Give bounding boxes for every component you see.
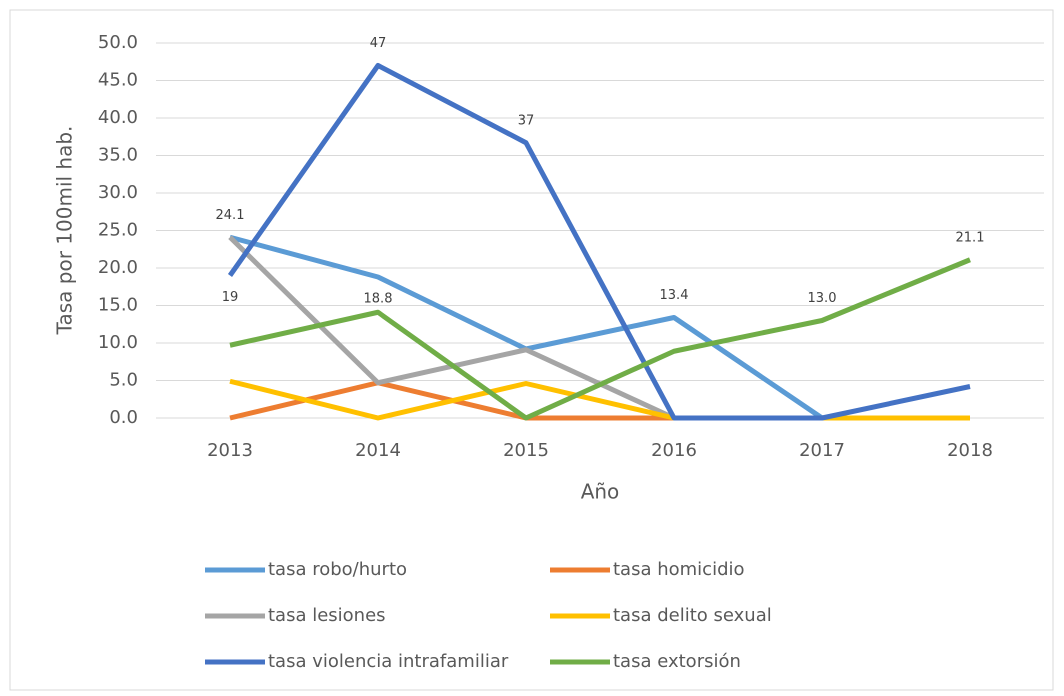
y-tick-label: 45.0 <box>98 70 138 91</box>
y-tick-label: 25.0 <box>98 220 138 241</box>
line-series <box>229 378 970 421</box>
data-label: 21.1 <box>956 230 985 245</box>
legend-label: tasa delito sexual <box>613 605 772 626</box>
x-axis-title: Año <box>581 480 620 504</box>
legend-label: tasa homicidio <box>613 559 745 580</box>
x-tick-label: 2014 <box>355 440 401 461</box>
y-tick-label: 5.0 <box>109 370 138 391</box>
data-label: 13.0 <box>808 291 837 306</box>
y-tick-label: 35.0 <box>98 145 138 166</box>
data-label: 24.1 <box>216 208 245 223</box>
y-tick-label: 30.0 <box>98 182 138 203</box>
line-series <box>229 257 971 421</box>
y-tick-label: 50.0 <box>98 32 138 53</box>
legend-label: tasa robo/hurto <box>268 559 407 580</box>
legend-label: tasa violencia intrafamiliar <box>268 651 509 672</box>
x-tick-label: 2015 <box>503 440 549 461</box>
y-tick-label: 20.0 <box>98 257 138 278</box>
legend-label: tasa lesiones <box>268 605 386 626</box>
y-axis-title: Tasa por 100mil hab. <box>53 126 77 336</box>
data-label: 37 <box>518 113 535 128</box>
x-tick-label: 2013 <box>207 440 253 461</box>
data-label: 19 <box>222 290 239 305</box>
data-label: 18.8 <box>364 292 393 307</box>
x-tick-label: 2018 <box>947 440 993 461</box>
y-tick-label: 0.0 <box>109 407 138 428</box>
legend-label: tasa extorsión <box>613 651 741 672</box>
x-tick-label: 2017 <box>799 440 845 461</box>
x-tick-label: 2016 <box>651 440 697 461</box>
y-tick-label: 15.0 <box>98 295 138 316</box>
y-tick-label: 40.0 <box>98 107 138 128</box>
y-tick-label: 10.0 <box>98 332 138 353</box>
data-label: 47 <box>370 36 387 51</box>
line-series <box>227 63 971 421</box>
data-label: 13.4 <box>660 288 689 303</box>
